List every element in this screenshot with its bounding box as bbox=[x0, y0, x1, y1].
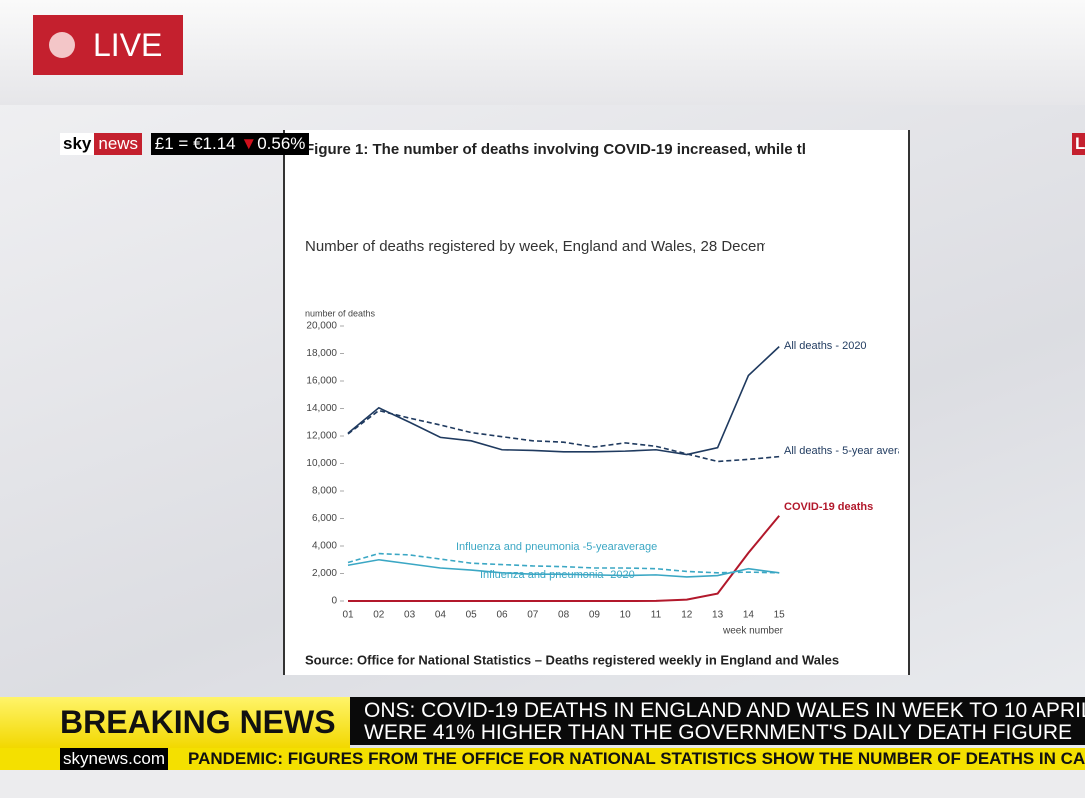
chart-panel: Figure 1: The number of deaths involving… bbox=[283, 130, 910, 675]
series-label: COVID-19 deaths bbox=[784, 501, 874, 513]
live-dot bbox=[49, 32, 75, 58]
x-tick-label: 06 bbox=[496, 610, 508, 621]
series-label-box: Influenza and pneumonia -2020 bbox=[480, 569, 635, 581]
x-tick-label: 14 bbox=[743, 610, 755, 621]
source: Source: Office for National Statistics –… bbox=[305, 652, 839, 667]
logo-sky: sky bbox=[60, 133, 95, 155]
headline-line: ONS: COVID-19 DEATHS IN ENGLAND AND WALE… bbox=[364, 699, 1085, 722]
series-label: Influenza and pneumonia -5-yearaverage bbox=[456, 541, 658, 553]
y-tick-label: 8,000 bbox=[312, 486, 337, 497]
logo-news: news bbox=[94, 133, 143, 155]
series-label: All deaths - 5-year average bbox=[784, 445, 899, 457]
ticker-strip: skynews.com PANDEMIC: FIGURES FROM THE O… bbox=[0, 748, 1085, 770]
series-line bbox=[347, 558, 780, 578]
right-badge: L bbox=[1072, 133, 1085, 155]
live-text: LIVE bbox=[93, 27, 163, 63]
x-tick-label: 09 bbox=[589, 610, 601, 621]
live-badge: LIVE bbox=[33, 15, 183, 75]
breaking-label: BREAKING NEWS bbox=[0, 697, 350, 748]
series-label-box: Influenza and pneumonia -5-yearaverage bbox=[456, 541, 658, 553]
y-tick-label: 4,000 bbox=[312, 541, 337, 552]
subtitle-box: Number of deaths registered by week, Eng… bbox=[305, 238, 765, 255]
ticker-text: PANDEMIC: FIGURES FROM THE OFFICE FOR NA… bbox=[188, 749, 1085, 768]
series-label: All deaths - 2020 bbox=[784, 340, 867, 352]
ticker-box: sky news £1 = €1.14 ▼0.56% bbox=[60, 133, 348, 155]
footer bbox=[0, 770, 1085, 798]
y-tick-label: 14,000 bbox=[306, 403, 337, 414]
x-tick-label: 12 bbox=[681, 610, 693, 621]
rate: £1 = €1.14 bbox=[154, 134, 236, 153]
y-tick-label: 6,000 bbox=[312, 513, 337, 524]
x-tick-label: 13 bbox=[712, 610, 724, 621]
y-tick-label: 10,000 bbox=[306, 458, 337, 469]
rate-box: £1 = €1.14 ▼0.56% bbox=[150, 133, 310, 155]
y-tick-label: 12,000 bbox=[306, 431, 337, 442]
series-label-box: All deaths - 5-year average bbox=[784, 445, 899, 457]
series-line bbox=[348, 515, 780, 602]
series-line bbox=[347, 409, 780, 463]
x-tick-label: 07 bbox=[527, 610, 539, 621]
rate-arrow: ▼ bbox=[240, 134, 258, 153]
x-tick-label: 02 bbox=[373, 610, 385, 621]
title-box: Figure 1: The number of deaths involving… bbox=[305, 141, 805, 158]
x-axis-label: week number bbox=[722, 626, 784, 637]
series-label-box: COVID-19 deaths bbox=[784, 501, 874, 513]
y-tick-label: 16,000 bbox=[306, 376, 337, 387]
x-tick-label: 11 bbox=[651, 610, 662, 621]
site: skynews.com bbox=[60, 748, 169, 770]
series-label: Influenza and pneumonia -2020 bbox=[480, 569, 635, 581]
series-line bbox=[347, 552, 780, 574]
series-label-box: All deaths - 2020 bbox=[784, 340, 867, 352]
x-tick-label: 10 bbox=[620, 610, 632, 621]
x-tick-label: 15 bbox=[774, 610, 786, 621]
chart-title: Figure 1: The number of deaths involving… bbox=[305, 141, 805, 158]
y-axis-label: number of deaths bbox=[305, 308, 376, 318]
x-tick-label: 08 bbox=[558, 610, 570, 621]
x-tick-label: 03 bbox=[404, 610, 416, 621]
x-tick-label: 01 bbox=[342, 610, 354, 621]
chart-subtitle: Number of deaths registered by week, Eng… bbox=[305, 238, 765, 255]
series-line bbox=[347, 346, 780, 456]
headline-box: ONS: COVID-19 DEATHS IN ENGLAND AND WALE… bbox=[350, 697, 1085, 745]
rate-change: 0.56% bbox=[257, 134, 306, 153]
y-tick-label: 18,000 bbox=[306, 348, 337, 359]
y-tick-label: 0 bbox=[331, 596, 337, 607]
headline-line: WERE 41% HIGHER THAN THE GOVERNMENT'S DA… bbox=[364, 721, 1073, 744]
y-tick-label: 2,000 bbox=[312, 568, 337, 579]
x-tick-label: 04 bbox=[435, 610, 447, 621]
y-tick-label: 20,000 bbox=[306, 321, 337, 332]
x-tick-label: 05 bbox=[466, 610, 478, 621]
